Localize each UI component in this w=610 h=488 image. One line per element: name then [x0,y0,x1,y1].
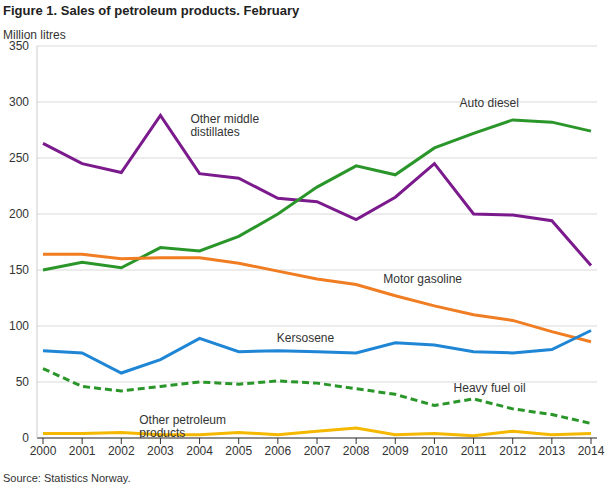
svg-text:2005: 2005 [225,444,252,458]
svg-text:2003: 2003 [147,444,174,458]
svg-text:2002: 2002 [108,444,135,458]
svg-text:2001: 2001 [69,444,96,458]
svg-text:2004: 2004 [186,444,213,458]
svg-text:2014: 2014 [578,444,602,458]
html-text:Figure 1. Sales of petroleum p: Figure 1. Sales of petroleum products. F… [3,3,300,18]
svg-text:Kersosene: Kersosene [277,331,335,345]
svg-text:2008: 2008 [343,444,370,458]
svg-text:Heavy fuel oil: Heavy fuel oil [454,381,526,395]
svg-text:2010: 2010 [421,444,448,458]
svg-text:150: 150 [9,263,29,277]
svg-text:50: 50 [16,375,30,389]
svg-text:250: 250 [9,151,29,165]
svg-text:2007: 2007 [304,444,331,458]
svg-text:Auto diesel: Auto diesel [460,96,519,110]
svg-text:2006: 2006 [265,444,292,458]
svg-text:Motor gasoline: Motor gasoline [383,272,462,286]
html-text:Source: Statistics Norway.: Source: Statistics Norway. [3,472,131,484]
svg-text:300: 300 [9,95,29,109]
svg-text:2000: 2000 [30,444,57,458]
svg-text:Other petroleumproducts: Other petroleumproducts [139,413,226,438]
svg-text:100: 100 [9,319,29,333]
svg-text:Other middledistillates: Other middledistillates [190,112,259,139]
svg-text:350: 350 [9,39,29,53]
svg-text:2012: 2012 [499,444,526,458]
svg-text:2009: 2009 [382,444,409,458]
svg-text:0: 0 [22,431,29,445]
html-text:Million litres: Million litres [3,28,66,42]
svg-text:2011: 2011 [461,444,487,458]
svg-text:200: 200 [9,207,29,221]
svg-text:2013: 2013 [539,444,566,458]
